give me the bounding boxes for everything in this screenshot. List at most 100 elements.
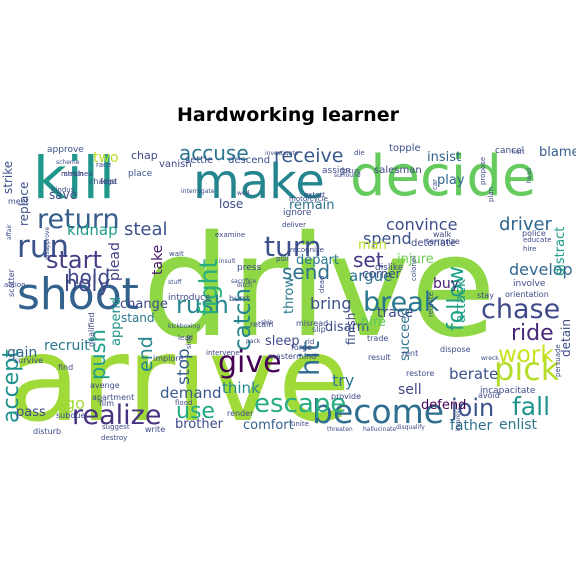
word-chase: chase xyxy=(481,294,560,325)
word-strained: strained xyxy=(64,170,93,178)
word-enlist: enlist xyxy=(499,417,538,433)
word-subdue: subdue xyxy=(56,411,85,420)
word-involve: involve xyxy=(513,279,546,289)
word-meet: meet xyxy=(8,197,29,206)
word-set: set xyxy=(353,248,384,272)
word-succeed: succeed xyxy=(398,307,413,361)
word-intervene: intervene xyxy=(206,349,240,357)
word-sleep: sleep xyxy=(265,334,300,349)
word-rush: rush xyxy=(176,291,229,319)
word-driver: driver xyxy=(499,214,553,235)
word-introduce: introduce xyxy=(168,293,211,303)
word-work: work xyxy=(498,342,554,368)
word-give: give xyxy=(218,345,282,380)
word-man: man xyxy=(358,238,387,253)
word-arrive: arrive xyxy=(8,310,350,448)
word-lead: lead xyxy=(178,334,193,342)
word-disarm: disarm xyxy=(325,320,369,335)
word-ride: ride xyxy=(511,321,554,346)
word-impress: impress xyxy=(455,407,462,431)
word-receive: receive xyxy=(274,145,343,167)
word-vanish: vanish xyxy=(159,159,192,170)
word-dislike: dislike xyxy=(375,263,404,273)
word-bring: bring xyxy=(310,294,351,313)
word-stop: stop xyxy=(174,348,194,385)
word-orientation: orientation xyxy=(505,290,549,299)
word-write: write xyxy=(145,425,165,434)
word-forge: forge xyxy=(291,343,312,352)
word-join: join xyxy=(450,394,494,422)
word-catch: catch xyxy=(230,288,256,351)
word-disturb: disturb xyxy=(33,427,61,436)
word-depart: depart xyxy=(296,253,339,268)
word-disqualify: disqualify xyxy=(396,424,425,431)
word-follow: follow xyxy=(444,266,469,331)
word-unite: unite xyxy=(291,420,309,428)
word-hurt: hurt xyxy=(512,149,525,156)
word-blame: blame xyxy=(539,145,576,160)
word-argue: argue xyxy=(349,267,392,285)
word-fall: fall xyxy=(512,392,550,421)
word-charge: charge xyxy=(89,177,117,186)
word-replace: replace xyxy=(17,182,31,226)
word-car: car xyxy=(431,179,439,190)
word-remain: remain xyxy=(289,198,335,213)
word-think: think xyxy=(222,379,260,397)
word-result: result xyxy=(368,353,391,362)
word-place: place xyxy=(128,169,153,179)
word-topple: topple xyxy=(389,143,421,154)
word-police: police xyxy=(522,229,546,238)
word-lose: lose xyxy=(219,197,243,211)
word-pick: pick xyxy=(494,350,560,388)
word-surround: surround xyxy=(334,172,361,179)
word-strike: strike xyxy=(1,161,15,194)
word-reunite: reunite xyxy=(427,292,435,317)
word-convince: convince xyxy=(386,215,457,234)
word-head: head xyxy=(526,168,533,183)
word-render: render xyxy=(227,409,254,418)
word-stuff: stuff xyxy=(168,279,182,286)
word-propose: propose xyxy=(479,157,487,185)
word-scatter: scatter xyxy=(7,268,16,297)
word-realize: realize xyxy=(72,400,161,431)
word-drive: drive xyxy=(142,206,496,369)
word-accuse: accuse xyxy=(179,141,249,165)
word-hire: hire xyxy=(523,245,536,253)
word-comfort: comfort xyxy=(243,418,294,433)
word-provide: provide xyxy=(331,392,361,401)
word-press: press xyxy=(237,263,261,273)
word-interrogate: interrogate xyxy=(181,188,215,195)
word-rid: rid xyxy=(305,338,314,346)
word-deliver: deliver xyxy=(282,221,306,229)
word-corner: corner xyxy=(362,267,401,281)
word-settle: settle xyxy=(185,155,213,166)
word-implore: implore xyxy=(153,354,183,363)
word-colonel: colonel xyxy=(410,256,418,281)
word-plead: plead xyxy=(107,242,123,281)
word-sacrifice: sacrifice xyxy=(231,278,256,285)
word-find: find xyxy=(58,363,73,372)
word-burst: burst xyxy=(229,294,250,303)
word-push: push xyxy=(86,329,110,380)
word-qualified: qualified xyxy=(87,312,96,347)
word-insult: insult xyxy=(219,258,236,265)
word-side: side xyxy=(185,335,193,349)
word-ignore: ignore xyxy=(283,208,312,218)
word-throw: throw xyxy=(282,277,297,314)
word-trade: trade xyxy=(367,334,388,343)
word-append: append xyxy=(109,297,124,346)
word-ditch: ditch xyxy=(237,282,252,289)
word-kidnap: kidnap xyxy=(67,221,118,239)
word-turn: turn xyxy=(264,230,322,263)
word-hallucinate: hallucinate xyxy=(363,426,396,433)
word-recruit: recruit xyxy=(44,338,90,354)
word-match: match xyxy=(61,170,83,178)
word-berate: berate xyxy=(449,365,498,383)
word-return: return xyxy=(37,204,120,235)
word-misread: misread xyxy=(296,319,328,328)
word-skip: skip xyxy=(261,319,273,326)
word-focus: focus xyxy=(341,167,360,175)
word-destroy: destroy xyxy=(101,434,127,442)
word-flood: flood xyxy=(175,399,192,407)
